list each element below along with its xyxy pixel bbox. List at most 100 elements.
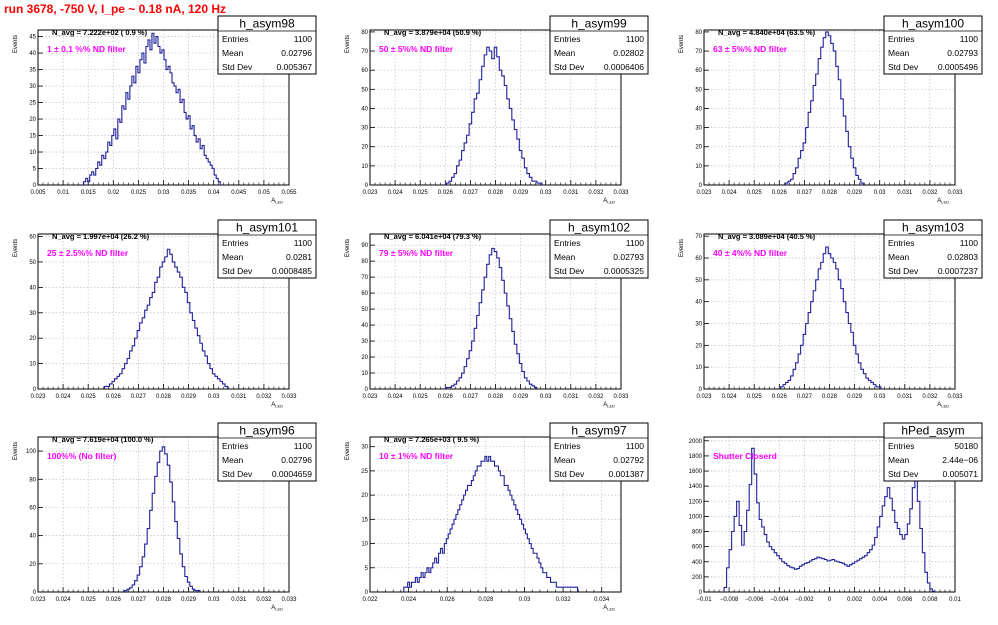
x-tick-label: 0.025 [747,190,763,196]
filter-annotation: 100%% (No filter) [47,451,117,461]
x-tick-label: 0.024 [722,394,738,400]
histogram-curve [723,447,936,592]
stats-label: Mean [554,252,576,262]
x-tick-label: 0.023 [696,190,712,196]
plot-frame [369,436,622,593]
y-tick-label: 30 [361,445,368,451]
filter-annotation: 79 ± 5%% ND filter [379,248,454,258]
y-tick-label: 30 [361,126,368,132]
y-tick-label: 70 [695,234,702,240]
y-tick-label: 60 [29,235,36,241]
stats-label: Std Dev [554,62,585,72]
x-tick-label: 0.031 [563,394,579,400]
x-tick-label: 0.027 [131,394,147,400]
stats-value: 0.02793 [947,48,978,58]
x-tick-label: 0.028 [156,394,172,400]
x-tick-label: 0.028 [156,597,172,603]
y-tick-label: 30 [29,84,36,90]
page-title: run 3678, -750 V, I_pe ~ 0.18 nA, 120 Hz [4,2,227,16]
x-tick-label: 0.03 [540,394,552,400]
x-tick-label: 0.03 [208,597,220,603]
histogram-name: h_asym98 [239,17,295,31]
y-tick-label: 90 [361,243,368,249]
x-tick-label: 0.026 [772,394,788,400]
x-tick-label: 0.025 [413,190,429,196]
y-tick-label: 200 [692,575,703,581]
x-tick-label: 0.026 [772,190,788,196]
y-tick-label: 40 [361,106,368,112]
y-tick-label: 100 [26,449,37,455]
stats-label: Std Dev [888,469,919,479]
x-tick-label: 0.032 [588,394,604,400]
x-tick-label: 0.027 [797,190,813,196]
x-tick-label: 0.025 [131,190,147,196]
x-tick-label: 0.032 [556,597,572,603]
x-tick-label: 0.023 [362,190,378,196]
histogram-title: N_avg = 3.879e+04 (50.9 %) [384,28,482,37]
y-tick-label: 50 [361,307,368,313]
x-tick-label: 0.032 [588,190,604,196]
x-tick-label: 0.025 [747,394,763,400]
y-tick-label: 1600 [689,469,703,475]
x-tick-label: 0.033 [613,394,629,400]
y-tick-label: 35 [29,68,36,74]
y-tick-label: 2000 [689,439,703,445]
stats-label: Entries [222,441,248,451]
y-tick-label: 0 [699,590,703,596]
y-tick-label: 1200 [689,499,703,505]
stats-value: 0.005367 [277,62,313,72]
x-tick-label: 0.026 [440,597,456,603]
x-tick-label: 0.023 [30,394,46,400]
histogram-name: h_asym96 [239,424,295,438]
x-tick-label: 0.024 [401,597,417,603]
y-tick-label: 400 [692,560,703,566]
y-tick-label: 50 [695,87,702,93]
stats-label: Mean [222,455,244,465]
x-tick-label: 0.01 [57,190,69,196]
x-tick-label: 0.026 [438,190,454,196]
histogram-name: h_asym99 [571,17,627,31]
y-tick-label: 1400 [689,484,703,490]
x-tick-label: 0.03 [519,597,531,603]
histogram-title: N_avg = 7.619e+04 (100.0 %) [52,435,154,444]
y-tick-label: 40 [695,300,702,306]
y-tick-label: 15 [29,134,36,140]
y-tick-label: 80 [695,30,702,36]
y-tick-label: 30 [695,322,702,328]
y-tick-label: 20 [695,145,702,151]
stats-value: 0.005071 [943,469,979,479]
stats-label: Mean [888,48,910,58]
stats-label: Entries [554,34,580,44]
x-tick-label: 0.05 [258,190,270,196]
x-tick-label: 0.006 [897,597,913,603]
stats-label: Std Dev [554,266,585,276]
stats-value: 0.0008485 [272,266,312,276]
histogram-curve [124,446,201,592]
x-tick-label: 0.029 [513,394,529,400]
histogram-title: N_avg = 3.089e+04 (40.5 %) [718,232,816,241]
y-tick-label: 70 [361,275,368,281]
y-tick-label: 0 [33,590,37,596]
y-tick-label: 60 [361,68,368,74]
histogram-name: h_asym100 [902,17,964,31]
filter-annotation: Shutter Closerd [713,451,777,461]
x-tick-label: 0.023 [30,597,46,603]
x-tick-label: 0.03 [208,394,220,400]
stats-value: 50180 [954,441,978,451]
x-axis-label: ALED [271,402,283,409]
x-tick-label: 0.027 [797,394,813,400]
stats-label: Std Dev [222,469,253,479]
histogram-panel-h_asym96: 0.023 0.024 0.025 0.026 0.027 0.028 0.029 0.03 0… [13,422,317,612]
filter-annotation: 25 ± 2.5%% ND filter [47,248,129,258]
x-tick-label: 0.035 [181,190,197,196]
x-tick-label: 0.025 [81,394,97,400]
x-tick-label: 0.031 [897,394,913,400]
y-tick-label: 40 [29,534,36,540]
y-tick-label: 30 [29,311,36,317]
histogram-name: h_asym103 [902,221,964,235]
histogram-name: h_asym97 [571,424,627,438]
stats-label: Mean [888,252,910,262]
histogram-name: h_asym102 [568,221,630,235]
y-axis-label: Events [345,442,351,460]
